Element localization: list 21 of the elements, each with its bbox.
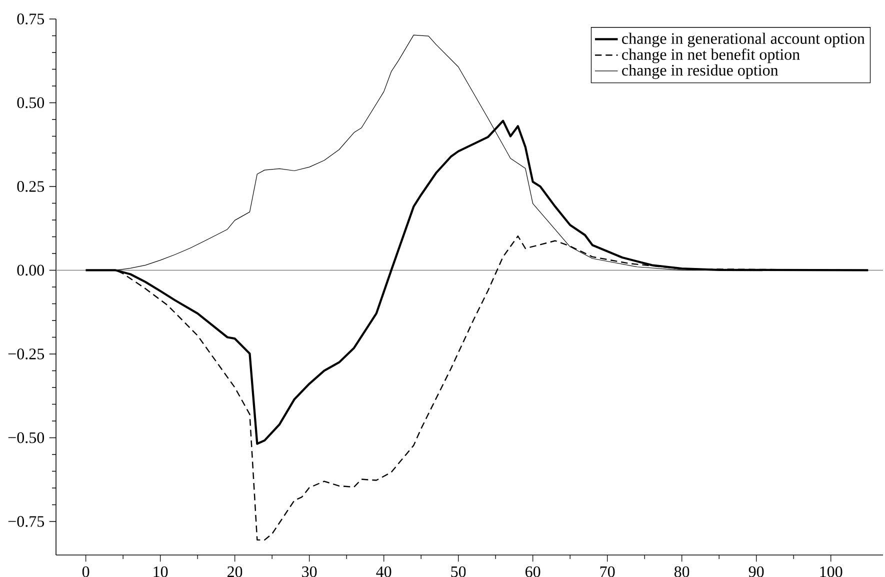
x-tick-label: 60 — [526, 566, 540, 577]
y-tick-label: 0.75 — [17, 14, 44, 24]
y-tick-label: −0.50 — [8, 432, 44, 444]
legend-label: change in residue option — [622, 64, 778, 79]
x-tick-label: 90 — [748, 566, 764, 577]
x-tick-label: 10 — [154, 566, 168, 577]
y-tick-label: −0.25 — [8, 348, 44, 360]
legend-label: change in net benefit option — [622, 48, 800, 64]
y-tick-label: 0.00 — [17, 264, 44, 276]
x-tick-label: 50 — [451, 566, 466, 577]
x-tick-label: 100 — [820, 566, 842, 577]
x-tick-label: 70 — [600, 566, 615, 577]
y-tick-label: −0.75 — [8, 516, 44, 527]
x-tick-label: 80 — [674, 566, 690, 577]
y-tick-label: 0.25 — [17, 181, 44, 192]
x-tick-label: 0 — [82, 566, 90, 577]
x-tick-label: 30 — [302, 566, 317, 577]
y-tick-label: 0.50 — [17, 97, 44, 108]
x-tick-label: 40 — [376, 566, 392, 577]
legend-label: change in generational account option — [622, 32, 865, 48]
x-tick-label: 20 — [228, 566, 242, 577]
